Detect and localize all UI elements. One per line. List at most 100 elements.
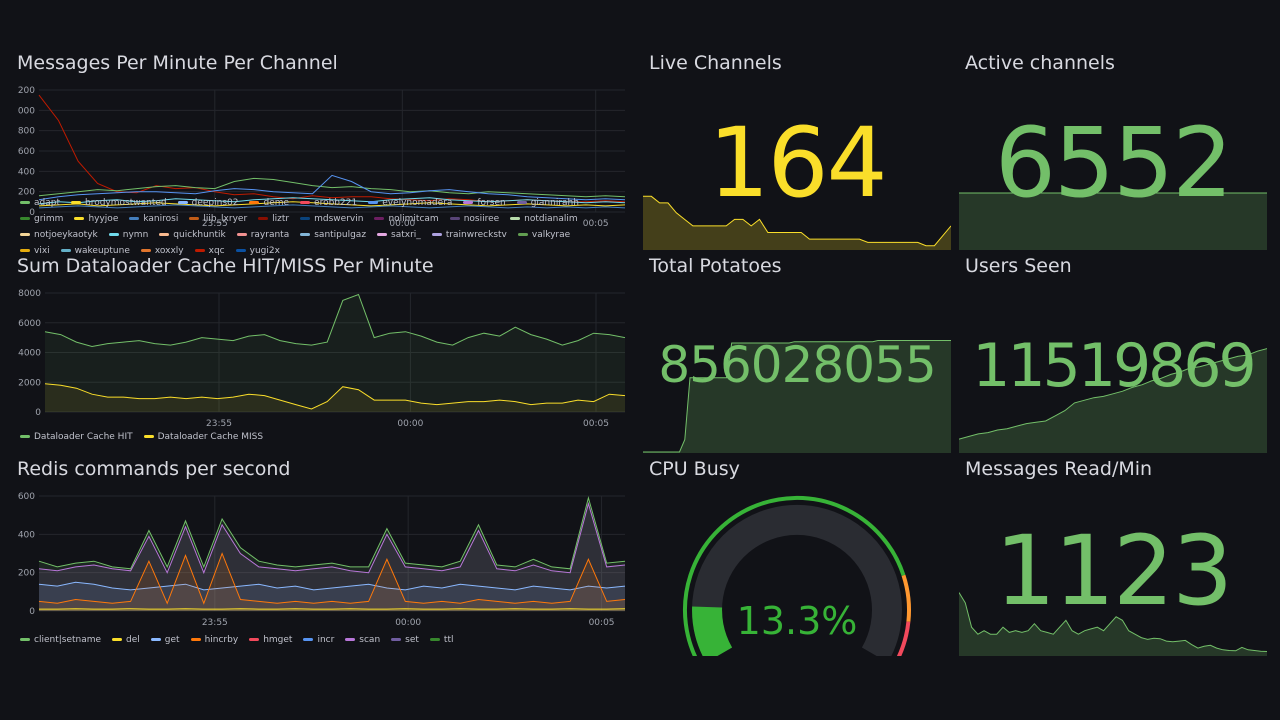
legend-swatch [150,638,161,641]
series-line[interactable] [38,552,626,605]
series-line[interactable] [44,383,626,410]
legend-item[interactable]: kanirosi [129,211,178,227]
users-seen-sparkline [959,348,1267,453]
series-line[interactable] [38,495,626,570]
series-line[interactable] [38,501,626,575]
legend-item[interactable]: notjoeykaotyk [20,227,98,243]
stat-value: 164 [708,107,887,219]
redis-panel[interactable]: Redis commands per second 0 200 400 600 23:5… [17,458,629,654]
legend-item[interactable]: set [391,632,419,648]
legend-item[interactable]: del [112,632,140,648]
y-tick-label: 0 [29,607,35,617]
series-line[interactable] [38,201,626,207]
gauge-track [692,504,902,656]
legend-label: yugi2x [249,246,280,256]
total-potatoes-panel[interactable]: Total Potatoes 856028055 [643,255,951,453]
legend-item[interactable]: vixi [20,243,50,259]
legend-item[interactable]: get [150,632,180,648]
cpu-busy-panel[interactable]: CPU Busy 13.3% [643,458,951,656]
series-line[interactable] [44,293,626,348]
legend-label: get [164,635,180,645]
sparkline-area [959,592,1267,656]
legend-item[interactable]: xqc [194,243,225,259]
series-line[interactable] [38,197,626,205]
legend-item[interactable]: adapt [20,195,60,211]
legend-item[interactable]: liib_lxryer [189,211,247,227]
sparkline-line [959,348,1267,440]
legend-item[interactable]: giannirahh [516,195,579,211]
panel-title: Sum Dataloader Cache HIT/MISS Per Minute [17,255,434,277]
legend-swatch [463,201,474,204]
series-line[interactable] [38,177,626,198]
y-tick-label: 800 [18,127,35,137]
legend-swatch [236,233,247,236]
legend-item[interactable]: scan [345,632,380,648]
series-line[interactable] [38,204,626,209]
sparkline-area [959,348,1267,453]
legend-label: nosiiree [463,214,500,224]
sparkline-line [959,592,1267,652]
legend-item[interactable]: brodymostwanted [71,195,167,211]
legend-swatch [303,638,314,641]
series-line[interactable] [38,94,626,203]
messages-panel[interactable]: Messages Per Minute Per Channel 0 200 400 6… [17,52,629,256]
legend-item[interactable]: incr [303,632,334,648]
legend-item[interactable]: trainwreckstv [431,227,507,243]
legend-label: nymn [122,230,149,240]
legend-item[interactable]: ttl [429,632,453,648]
legend-item[interactable]: erobb221 [300,195,357,211]
legend-item[interactable]: hmget [249,632,292,648]
legend-label: set [405,635,419,645]
cache-chart[interactable]: 0 2000 4000 6000 8000 23:55 00:00 00:05 [17,289,629,434]
legend-item[interactable]: liztr [258,211,289,227]
legend-item[interactable]: hyyjoe [74,211,118,227]
legend-swatch [431,233,442,236]
legend-item[interactable]: nymn [108,227,149,243]
legend-label: del [126,635,140,645]
legend-swatch [249,638,260,641]
legend-item[interactable]: deme [249,195,289,211]
active-channels-panel[interactable]: Active channels 6552 [959,52,1267,250]
legend-item[interactable]: forsen [463,195,506,211]
legend-item[interactable]: mdswervin [300,211,363,227]
legend-label: mdswervin [314,214,364,224]
series-area [39,553,625,611]
legend-item[interactable]: xoxxly [140,243,184,259]
legend-item[interactable]: santipulgaz [300,227,366,243]
messages-chart[interactable]: 0 200 400 600 800 1000 1200 23:55 00:00 00:05 [17,86,629,228]
legend-item[interactable]: wakeuptune [60,243,130,259]
legend-item[interactable]: deepins02 [177,195,238,211]
legend-item[interactable]: evelynomadera [368,195,452,211]
legend-item[interactable]: client|setname [20,632,101,648]
legend-item[interactable]: Dataloader Cache MISS [143,429,263,445]
legend-item[interactable]: quickhuntik [159,227,226,243]
series-line[interactable] [38,581,626,591]
legend-item[interactable]: nosiiree [449,211,500,227]
legend-item[interactable]: hincrby [190,632,238,648]
legend-item[interactable]: grimm [20,211,63,227]
legend-label: notdianalim [524,214,578,224]
legend-item[interactable]: notdianalim [510,211,578,227]
legend-item[interactable]: yugi2x [235,243,280,259]
legend-swatch [60,249,71,252]
redis-chart[interactable]: 0 200 400 600 23:55 00:00 00:05 [17,492,629,637]
legend-label: kanirosi [143,214,179,224]
series-area [45,294,625,412]
users-seen-panel[interactable]: Users Seen 11519869 [959,255,1267,453]
y-tick-label: 0 [35,408,41,418]
legend-label: wakeuptune [74,246,130,256]
cache-panel[interactable]: Sum Dataloader Cache HIT/MISS Per Minute… [17,255,629,451]
series-line[interactable] [38,174,626,201]
legend-item[interactable]: satxri_ [377,227,421,243]
sparkline-line [643,195,951,247]
legend-label: notjoeykaotyk [34,230,98,240]
messages-read-panel[interactable]: Messages Read/Min 1123 [959,458,1267,656]
legend-item[interactable]: Dataloader Cache HIT [20,429,133,445]
legend-swatch [194,249,205,252]
y-tick-label: 1000 [17,106,35,116]
legend-item[interactable]: valkyrae [517,227,570,243]
legend-item[interactable]: rayranta [236,227,289,243]
live-channels-panel[interactable]: Live Channels 164 [643,52,951,250]
legend-label: Dataloader Cache HIT [34,432,133,442]
legend-item[interactable]: nolimitcam [374,211,439,227]
